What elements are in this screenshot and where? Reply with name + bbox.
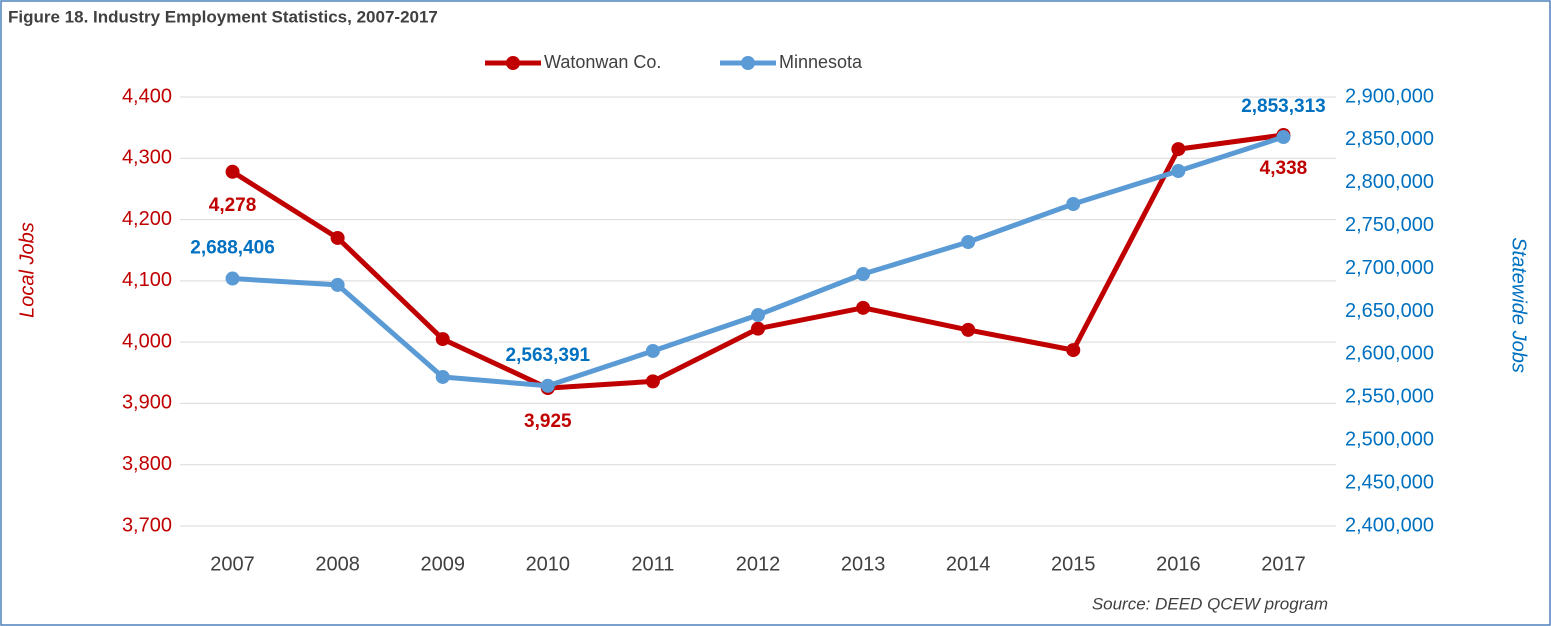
- source-note: Source: DEED QCEW program: [1092, 594, 1328, 613]
- data-label: 2,563,391: [506, 345, 591, 366]
- point: [225, 164, 240, 179]
- y2-tick-label: 2,750,000: [1345, 214, 1434, 236]
- y2-tick-label: 2,400,000: [1345, 514, 1434, 536]
- x-tick-label: 2010: [526, 553, 571, 575]
- point: [751, 308, 765, 323]
- y2-tick-label: 2,900,000: [1345, 85, 1434, 107]
- y2-tick-label: 2,800,000: [1345, 171, 1434, 193]
- legend-marker: [741, 56, 755, 70]
- data-label: 4,338: [1260, 158, 1308, 179]
- point: [1066, 196, 1081, 211]
- point: [1276, 130, 1291, 145]
- legend-marker: [506, 56, 520, 70]
- x-tick-label: 2014: [946, 553, 991, 575]
- data-label: 4,278: [209, 195, 257, 216]
- y-axis-title: Local Jobs: [16, 222, 38, 318]
- point: [540, 378, 555, 393]
- y2-tick-label: 2,600,000: [1345, 343, 1434, 365]
- x-tick-label: 2009: [420, 553, 465, 575]
- point: [961, 322, 976, 337]
- y2-tick-label: 2,500,000: [1345, 428, 1434, 450]
- y-tick-label: 4,300: [122, 147, 172, 169]
- x-tick-label: 2016: [1156, 553, 1201, 575]
- point: [225, 271, 240, 286]
- y2-tick-label: 2,550,000: [1345, 386, 1434, 408]
- point: [856, 300, 871, 315]
- y2-tick-label: 2,850,000: [1345, 128, 1434, 150]
- point: [435, 332, 450, 347]
- point: [1066, 343, 1081, 358]
- y2-tick-label: 2,650,000: [1345, 300, 1434, 322]
- y-tick-label: 4,100: [122, 269, 172, 291]
- y-tick-label: 4,400: [122, 85, 172, 107]
- data-label: 2,853,313: [1241, 96, 1326, 117]
- point: [961, 235, 976, 250]
- point: [1171, 142, 1186, 157]
- x-tick-label: 2008: [315, 553, 360, 575]
- y-tick-label: 4,000: [122, 330, 172, 352]
- x-tick-label: 2007: [210, 553, 255, 575]
- y2-tick-label: 2,700,000: [1345, 257, 1434, 279]
- point: [1171, 164, 1186, 179]
- point: [856, 267, 871, 282]
- legend-label: Minnesota: [779, 52, 863, 72]
- y2-axis-title: Statewide Jobs: [1508, 237, 1530, 373]
- point: [435, 369, 450, 384]
- x-tick-label: 2011: [631, 553, 674, 575]
- x-tick-label: 2012: [736, 553, 781, 575]
- chart-title: Figure 18. Industry Employment Statistic…: [8, 7, 438, 26]
- y-tick-label: 3,700: [122, 514, 172, 536]
- y-tick-label: 3,800: [122, 453, 172, 475]
- point: [645, 374, 660, 389]
- point: [330, 277, 345, 292]
- point: [330, 230, 345, 245]
- x-tick-label: 2017: [1261, 553, 1306, 575]
- data-label: 2,688,406: [190, 238, 275, 259]
- y2-tick-label: 2,450,000: [1345, 471, 1434, 493]
- point: [751, 321, 765, 336]
- y-tick-label: 3,900: [122, 392, 172, 414]
- point: [645, 343, 660, 358]
- x-tick-label: 2013: [841, 553, 886, 575]
- data-label: 3,925: [524, 411, 572, 432]
- x-tick-label: 2015: [1051, 553, 1096, 575]
- legend-label: Watonwan Co.: [544, 52, 661, 72]
- y-tick-label: 4,200: [122, 208, 172, 230]
